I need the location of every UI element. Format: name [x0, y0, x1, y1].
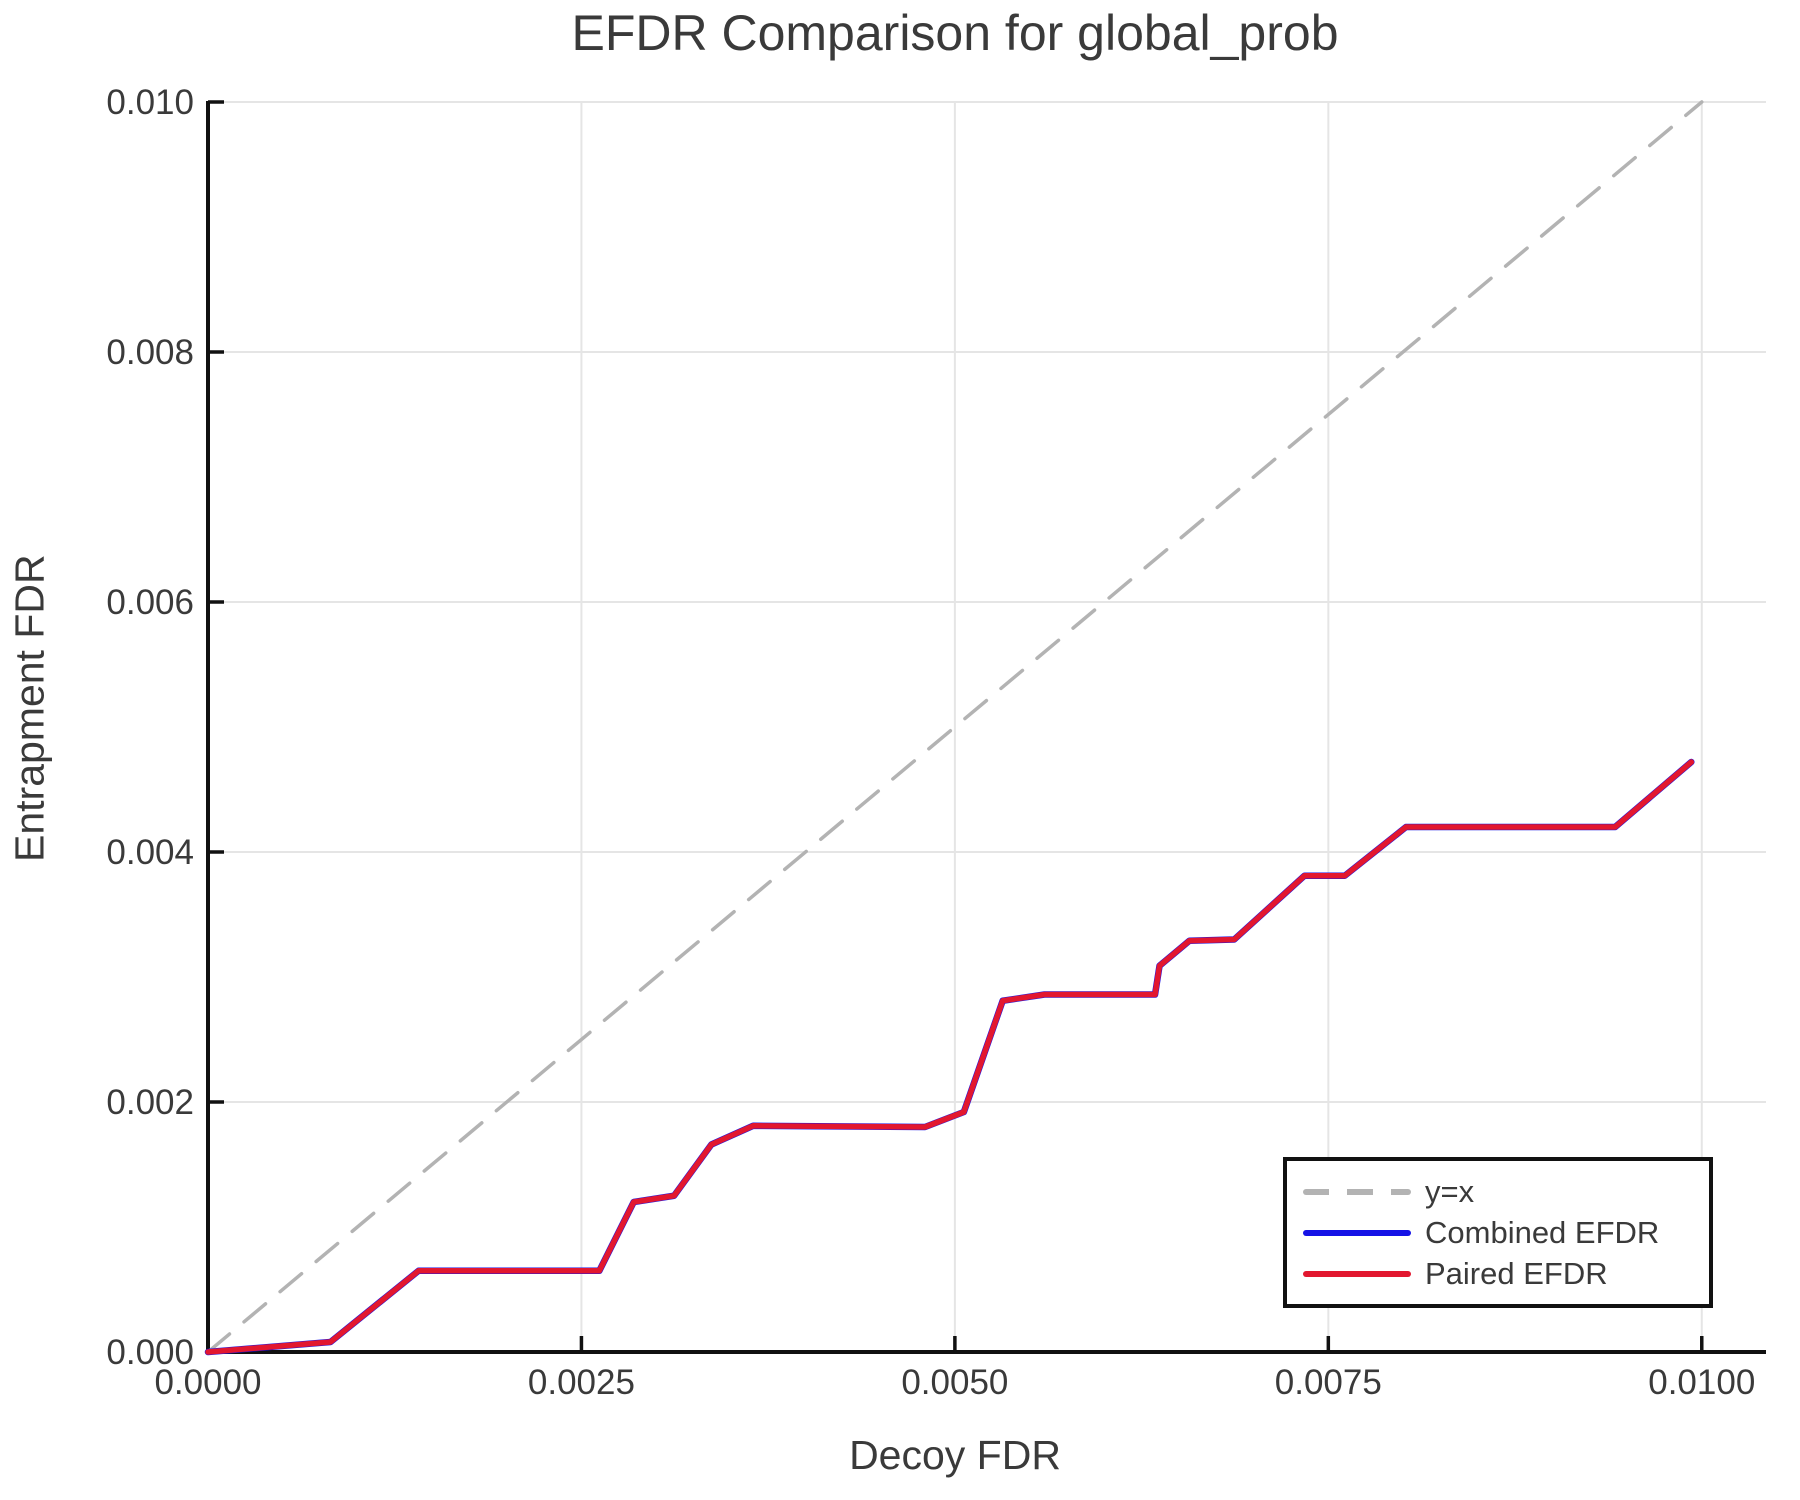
x-tick-label: 0.0075: [1275, 1363, 1382, 1402]
y-axis-label: Entrapment FDR: [6, 554, 53, 862]
y-tick-label: 0.008: [106, 333, 194, 372]
chart-title: EFDR Comparison for global_prob: [571, 5, 1339, 61]
x-tick-label: 0.0050: [901, 1363, 1008, 1402]
series-y-x: [206, 100, 1704, 1354]
x-tick-label: 0.0025: [528, 1363, 635, 1402]
y-tick-label: 0.006: [106, 583, 194, 622]
y-tick-label: 0.004: [106, 833, 194, 872]
series-paired-efdr: [205, 759, 1695, 1355]
y-tick-label: 0.002: [106, 1083, 194, 1122]
legend-entry-combined: Combined EFDR: [1303, 1214, 1709, 1250]
x-axis-label: Decoy FDR: [849, 1432, 1061, 1478]
legend-entry-paired: Paired EFDR: [1303, 1255, 1709, 1291]
x-tick-label: 0.0100: [1648, 1363, 1755, 1402]
y-tick-label: 0.000: [106, 1333, 194, 1372]
paired-line-sample: [1303, 1270, 1411, 1277]
legend-label: Combined EFDR: [1425, 1214, 1660, 1250]
identity-line-sample: [1303, 1188, 1411, 1195]
legend-label: y=x: [1425, 1173, 1475, 1209]
legend-box: y=x Combined EFDR Paired EFDR: [1283, 1157, 1713, 1308]
legend-entry-identity: y=x: [1303, 1173, 1709, 1209]
x-tick-label: 0.0000: [154, 1363, 261, 1402]
y-tick-label: 0.010: [106, 83, 194, 122]
legend-label: Paired EFDR: [1425, 1255, 1608, 1291]
combined-line-sample: [1303, 1229, 1411, 1236]
